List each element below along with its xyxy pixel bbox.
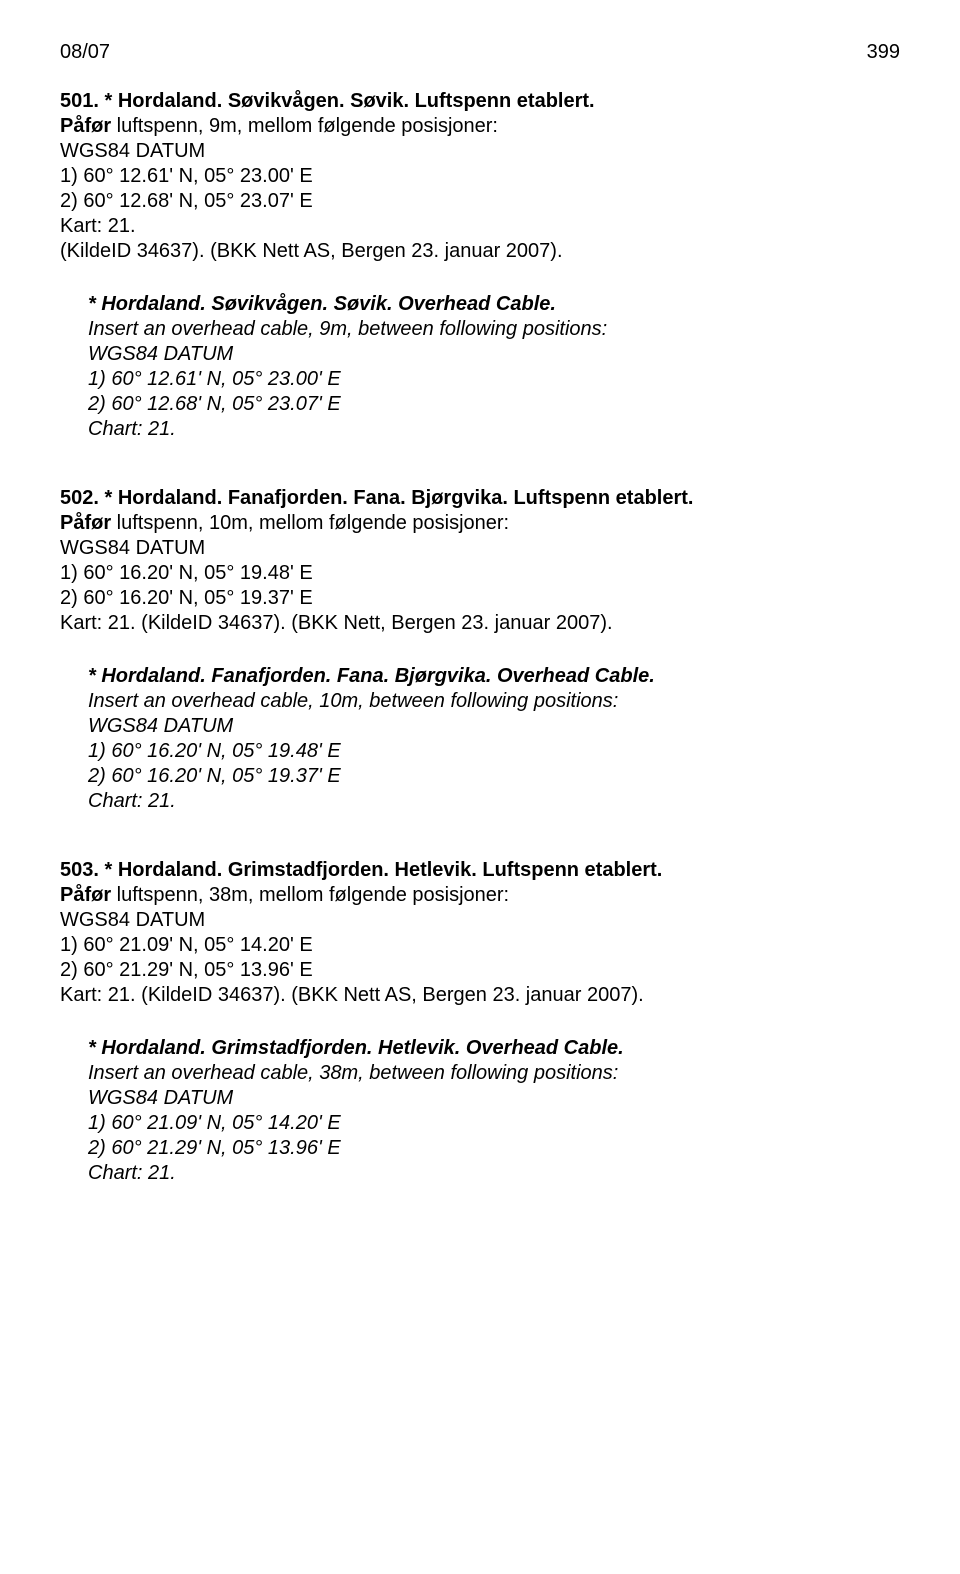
body-line: 1) 60° 21.09' N, 05° 14.20' E [60, 933, 900, 958]
body-line: 1) 60° 21.09' N, 05° 14.20' E [88, 1111, 900, 1136]
notice-502: 502. * Hordaland. Fanafjorden. Fana. Bjø… [60, 486, 900, 636]
title-number: 503. [60, 859, 104, 881]
body-line: Kart: 21. (KildeID 34637). (BKK Nett, Be… [60, 611, 900, 636]
body-line: WGS84 DATUM [60, 139, 900, 164]
notice-501: 501. * Hordaland. Søvikvågen. Søvik. Luf… [60, 89, 900, 264]
header-right: 399 [867, 40, 900, 65]
page-header: 08/07 399 [60, 40, 900, 65]
body-line: Insert an overhead cable, 38m, between f… [88, 1061, 900, 1086]
body-line: (KildeID 34637). (BKK Nett AS, Bergen 23… [60, 239, 900, 264]
notice-503-translation: * Hordaland. Grimstadfjorden. Hetlevik. … [60, 1036, 900, 1186]
body-line: Påfør luftspenn, 9m, mellom følgende pos… [60, 114, 900, 139]
title-number: 501. [60, 90, 104, 112]
body-line: 1) 60° 12.61' N, 05° 23.00' E [88, 367, 900, 392]
body-text: luftspenn, 9m, mellom følgende posisjone… [111, 115, 498, 137]
body-line: WGS84 DATUM [60, 908, 900, 933]
notice-title: 503. * Hordaland. Grimstadfjorden. Hetle… [60, 858, 900, 883]
notice-501-translation: * Hordaland. Søvikvågen. Søvik. Overhead… [60, 292, 900, 442]
notice-502-translation: * Hordaland. Fanafjorden. Fana. Bjørgvik… [60, 664, 900, 814]
title-text: * Hordaland. Grimstadfjorden. Hetlevik. … [104, 859, 662, 881]
sub-title: * Hordaland. Grimstadfjorden. Hetlevik. … [88, 1036, 900, 1061]
body-line: 2) 60° 16.20' N, 05° 19.37' E [88, 764, 900, 789]
action-keyword: Påfør [60, 115, 111, 137]
body-line: Insert an overhead cable, 9m, between fo… [88, 317, 900, 342]
body-line: Påfør luftspenn, 10m, mellom følgende po… [60, 511, 900, 536]
body-line: Chart: 21. [88, 1161, 900, 1186]
title-number: 502. [60, 487, 104, 509]
notice-title: 501. * Hordaland. Søvikvågen. Søvik. Luf… [60, 89, 900, 114]
body-line: Chart: 21. [88, 789, 900, 814]
body-line: 2) 60° 12.68' N, 05° 23.07' E [88, 392, 900, 417]
body-line: Påfør luftspenn, 38m, mellom følgende po… [60, 883, 900, 908]
title-text: * Hordaland. Søvikvågen. Søvik. Luftspen… [104, 90, 594, 112]
action-keyword: Påfør [60, 884, 111, 906]
body-line: 2) 60° 12.68' N, 05° 23.07' E [60, 189, 900, 214]
title-text: * Hordaland. Fanafjorden. Fana. Bjørgvik… [104, 487, 693, 509]
body-line: 1) 60° 16.20' N, 05° 19.48' E [88, 739, 900, 764]
body-line: Insert an overhead cable, 10m, between f… [88, 689, 900, 714]
body-line: 1) 60° 16.20' N, 05° 19.48' E [60, 561, 900, 586]
body-text: luftspenn, 38m, mellom følgende posisjon… [111, 884, 509, 906]
body-line: Kart: 21. [60, 214, 900, 239]
body-line: 2) 60° 21.29' N, 05° 13.96' E [88, 1136, 900, 1161]
sub-title: * Hordaland. Søvikvågen. Søvik. Overhead… [88, 292, 900, 317]
body-line: WGS84 DATUM [88, 342, 900, 367]
body-line: Kart: 21. (KildeID 34637). (BKK Nett AS,… [60, 983, 900, 1008]
body-line: 2) 60° 16.20' N, 05° 19.37' E [60, 586, 900, 611]
body-line: 1) 60° 12.61' N, 05° 23.00' E [60, 164, 900, 189]
body-text: luftspenn, 10m, mellom følgende posisjon… [111, 512, 509, 534]
sub-title: * Hordaland. Fanafjorden. Fana. Bjørgvik… [88, 664, 900, 689]
body-line: Chart: 21. [88, 417, 900, 442]
notice-title: 502. * Hordaland. Fanafjorden. Fana. Bjø… [60, 486, 900, 511]
body-line: WGS84 DATUM [88, 714, 900, 739]
notice-503: 503. * Hordaland. Grimstadfjorden. Hetle… [60, 858, 900, 1008]
header-left: 08/07 [60, 40, 110, 65]
body-line: WGS84 DATUM [88, 1086, 900, 1111]
body-line: WGS84 DATUM [60, 536, 900, 561]
action-keyword: Påfør [60, 512, 111, 534]
body-line: 2) 60° 21.29' N, 05° 13.96' E [60, 958, 900, 983]
